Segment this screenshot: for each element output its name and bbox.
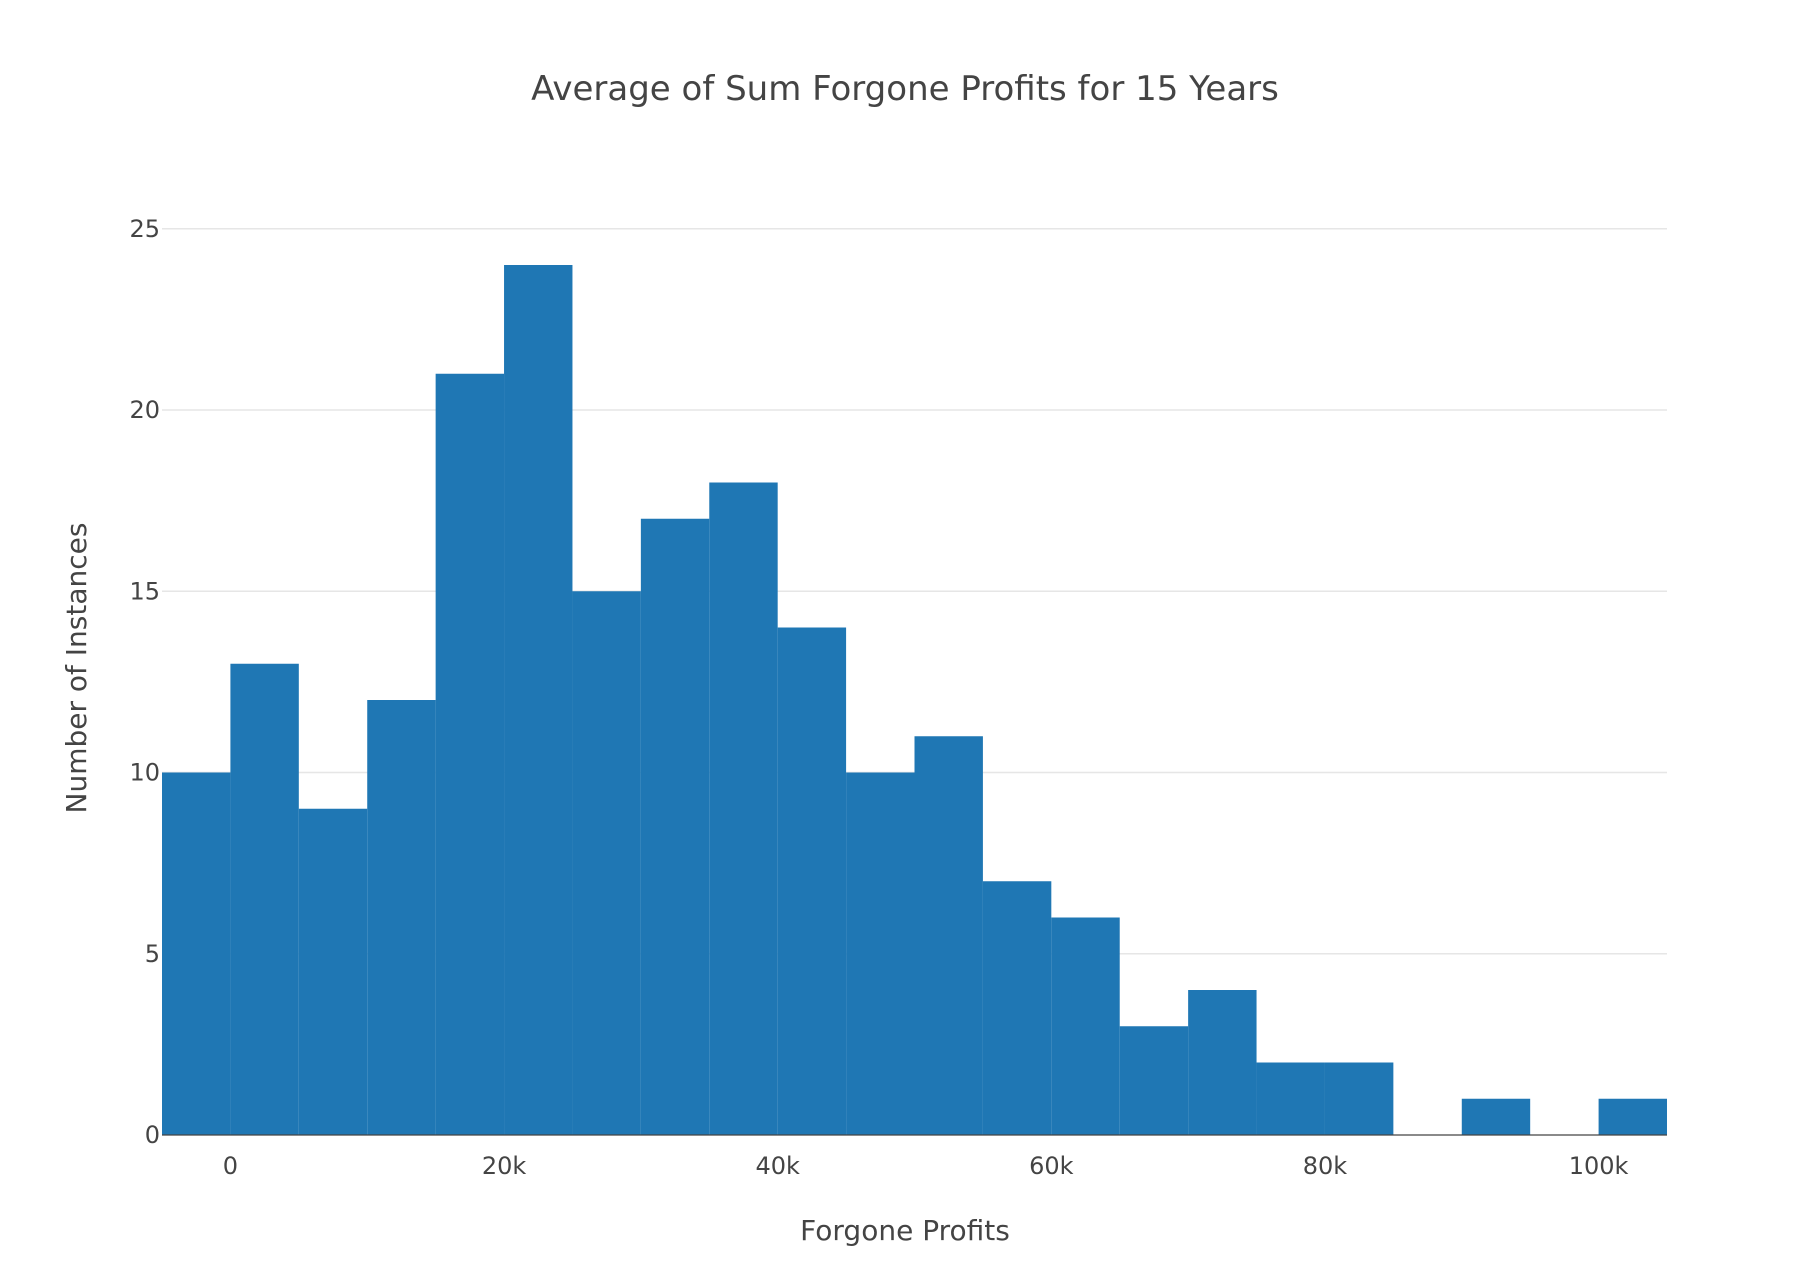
histogram-bar [298, 808, 368, 1135]
y-tick-label: 25 [129, 215, 160, 243]
histogram-bar [367, 700, 436, 1135]
histogram-bar [435, 373, 505, 1135]
histogram-bar [640, 518, 710, 1135]
histogram-bars [162, 265, 1667, 1135]
x-axis-title: Forgone Profits [800, 1214, 1010, 1247]
x-tick-label: 20k [482, 1152, 527, 1180]
axes: 0 5 10 15 20 25 0 20k 40k 60k 80k 100k [129, 215, 1667, 1180]
histogram-bar [914, 736, 983, 1135]
histogram-bar [230, 663, 299, 1135]
y-tick-label: 0 [145, 1121, 160, 1149]
histogram-bar [1051, 917, 1120, 1135]
x-tick-label: 80k [1303, 1152, 1348, 1180]
histogram-bar [1119, 1026, 1189, 1135]
histogram-bar [162, 772, 231, 1135]
histogram-bar [1188, 990, 1257, 1135]
y-axis-title: Number of Instances [60, 523, 93, 814]
y-tick-label: 15 [129, 577, 160, 605]
histogram-bar [846, 772, 915, 1135]
y-tick-label: 20 [129, 396, 160, 424]
x-tick-label: 100k [1569, 1152, 1629, 1180]
histogram-bar [777, 627, 847, 1135]
histogram-bar [1598, 1098, 1667, 1135]
x-tick-label: 60k [1029, 1152, 1074, 1180]
histogram-bar [1324, 1062, 1394, 1135]
x-tick-label: 40k [755, 1152, 800, 1180]
histogram-bar [572, 591, 641, 1135]
histogram-bar [1461, 1098, 1531, 1135]
chart-title: Average of Sum Forgone Profits for 15 Ye… [531, 69, 1279, 109]
histogram-bar [1256, 1062, 1325, 1135]
histogram-bar [709, 482, 778, 1135]
x-tick-label: 0 [223, 1152, 238, 1180]
histogram-bar [982, 881, 1052, 1135]
y-tick-label: 5 [145, 940, 160, 968]
y-tick-label: 10 [129, 759, 160, 787]
histogram-bar [504, 265, 573, 1135]
